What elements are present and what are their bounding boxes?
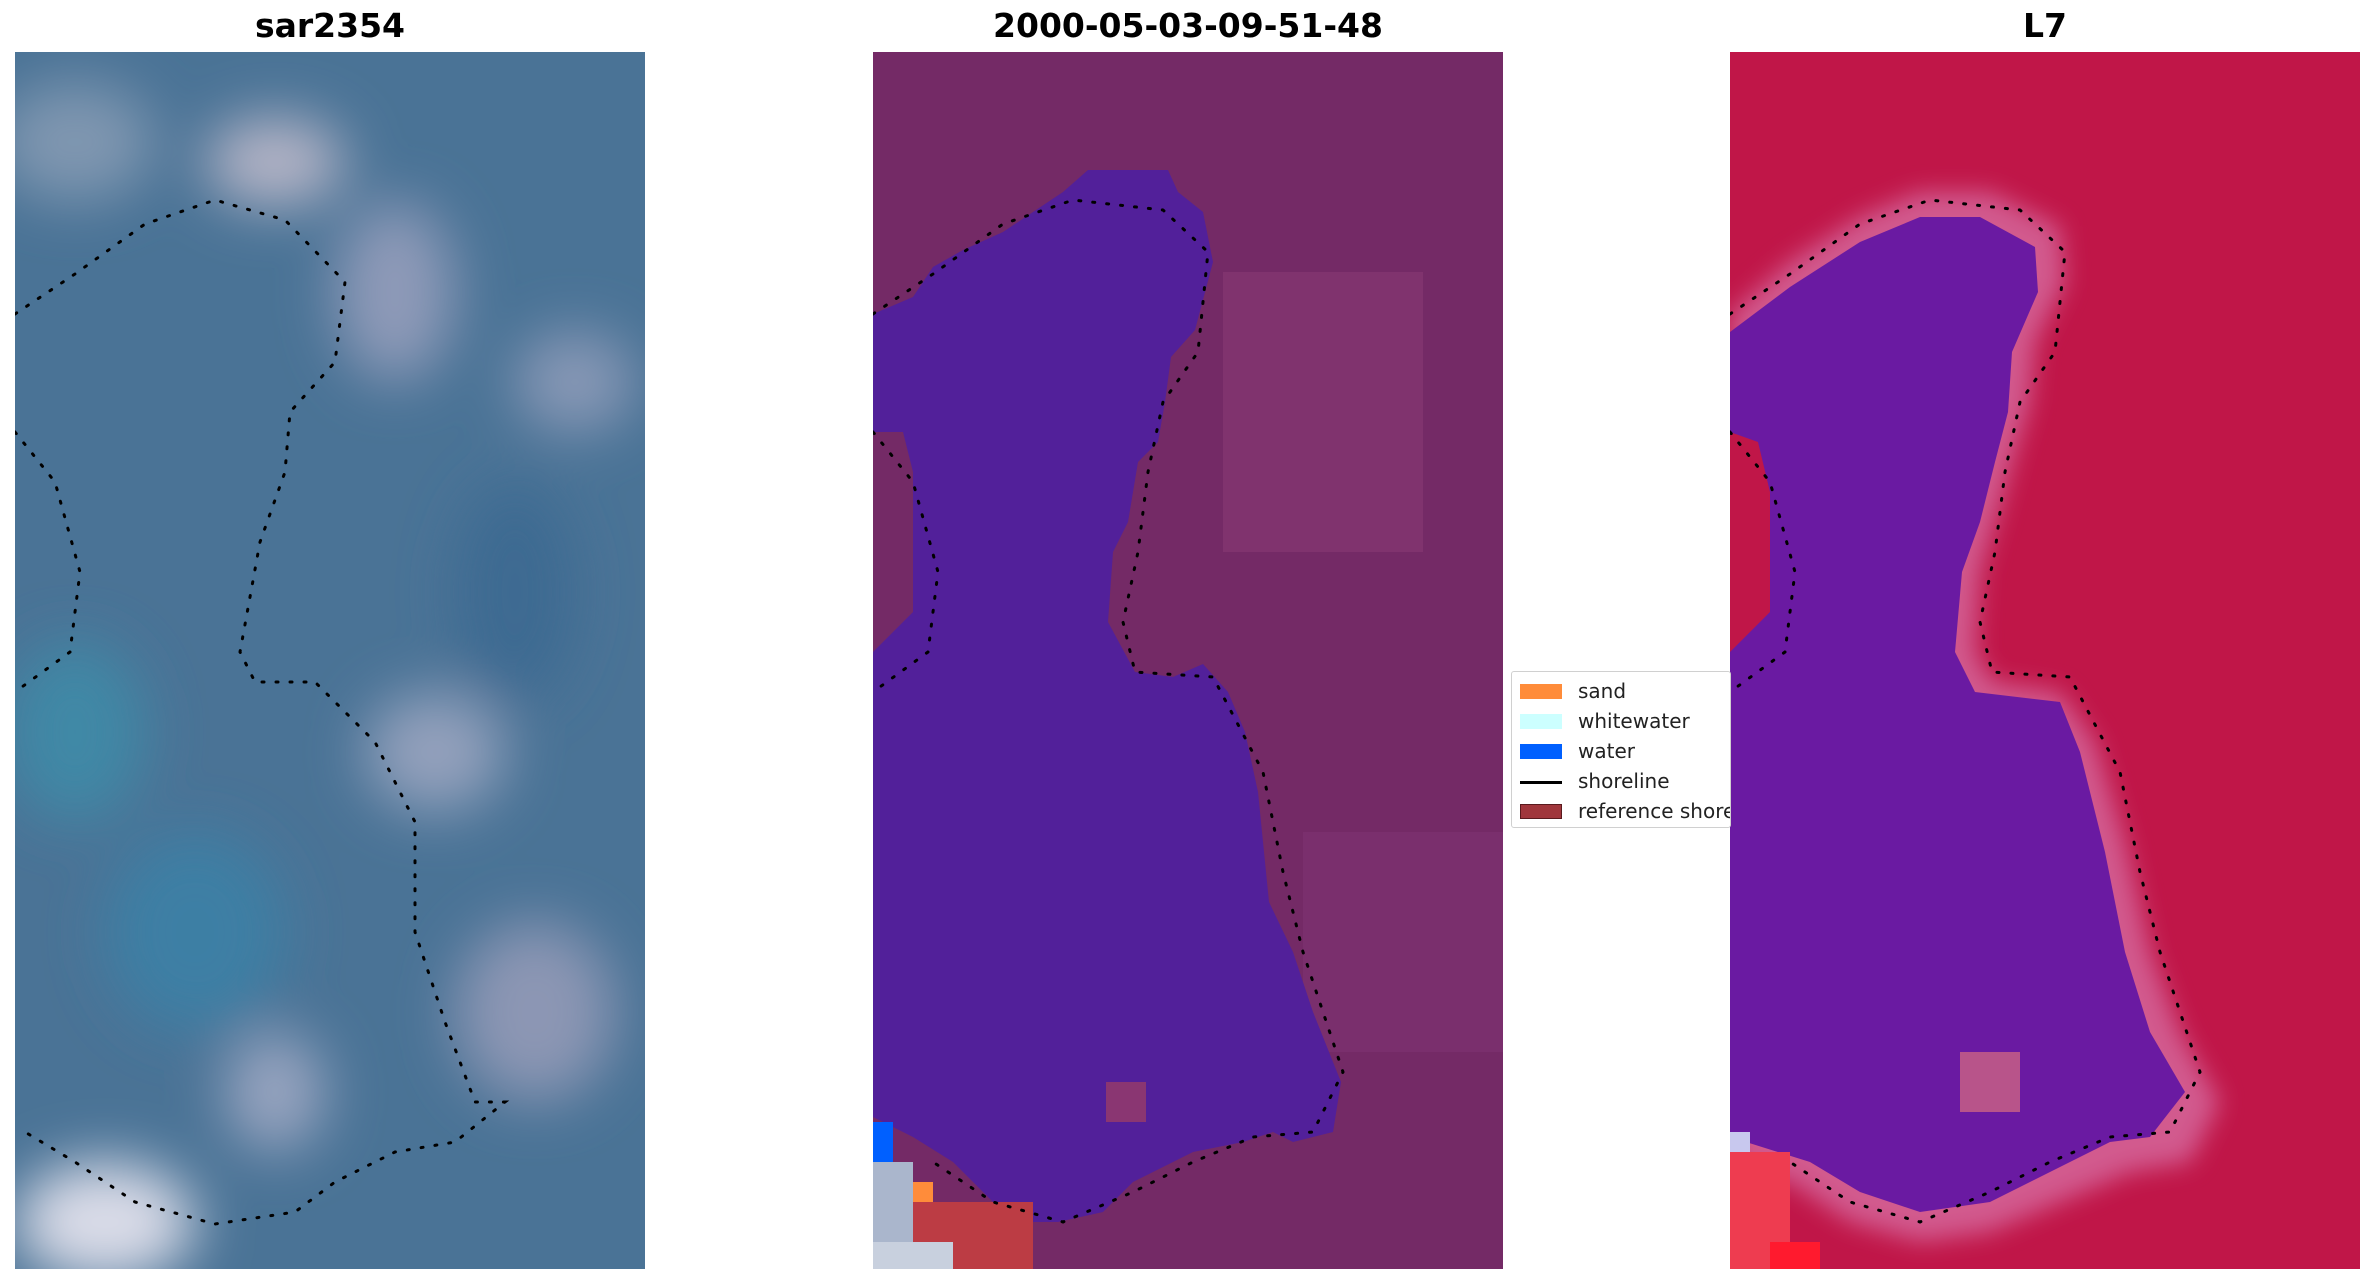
legend-label-shoreline: shoreline: [1578, 769, 1670, 793]
panel-title-index: L7: [2023, 6, 2067, 45]
legend-item-whitewater: whitewater: [1512, 706, 1730, 736]
legend-line-shoreline: [1520, 781, 1562, 784]
panel-title-rgb: sar2354: [254, 6, 406, 45]
legend-item-reference-shoreline: reference shoreline: [1512, 796, 1730, 826]
water-region-classified: [873, 170, 1341, 1222]
shoreline-classified: [873, 198, 1345, 1224]
classified-image-panel: [873, 52, 1503, 1269]
legend-swatch-sand: [1520, 684, 1562, 699]
shoreline-rgb: [15, 198, 510, 1226]
shoreline-index: [1730, 198, 2202, 1224]
legend-item-sand: sand: [1512, 676, 1730, 706]
water-region-index: [1730, 217, 2185, 1212]
legend-label-reference-shoreline: reference shoreline: [1578, 799, 1730, 823]
legend-label-whitewater: whitewater: [1578, 709, 1690, 733]
legend-item-shoreline: shoreline: [1512, 766, 1730, 796]
legend-swatch-whitewater: [1520, 714, 1562, 729]
legend-swatch-water: [1520, 744, 1562, 759]
panel-title-classified: 2000-05-03-09-51-48: [993, 6, 1383, 45]
rgb-image-panel: [15, 52, 645, 1269]
legend-item-water: water: [1512, 736, 1730, 766]
legend: sand whitewater water shoreline referenc…: [1511, 671, 1731, 828]
legend-swatch-reference-shoreline: [1520, 804, 1562, 819]
index-image-panel: [1730, 52, 2360, 1269]
legend-label-water: water: [1578, 739, 1635, 763]
legend-label-sand: sand: [1578, 679, 1627, 703]
